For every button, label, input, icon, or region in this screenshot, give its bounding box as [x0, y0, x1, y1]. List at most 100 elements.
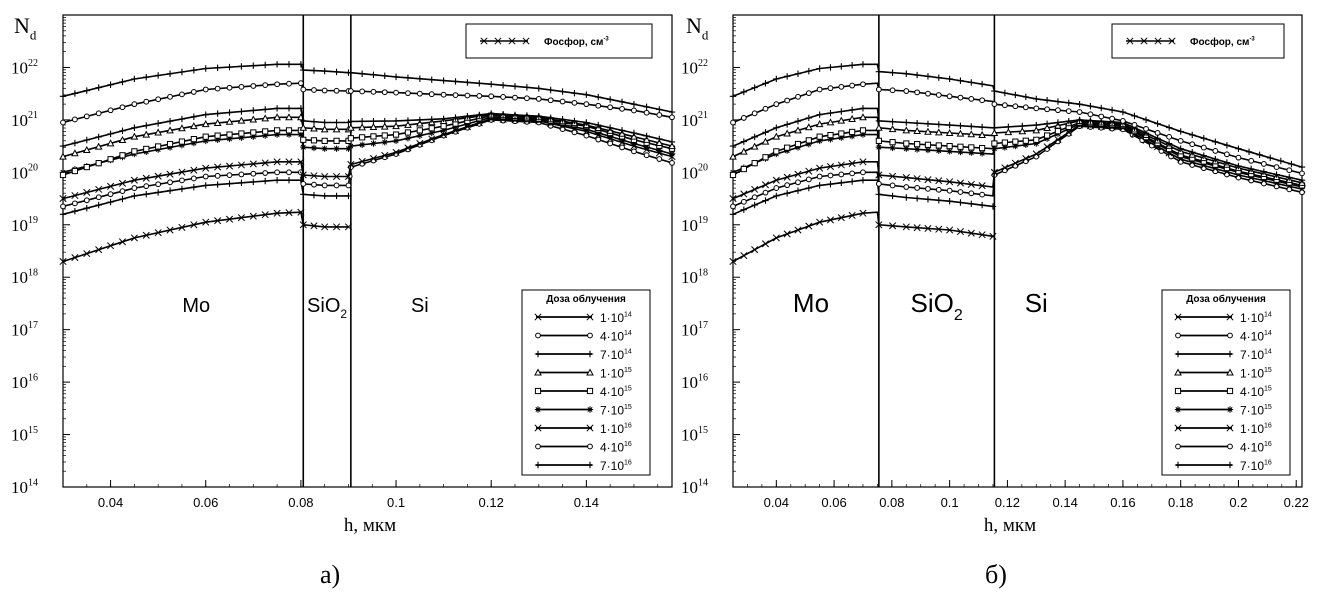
data-point: [618, 136, 626, 144]
data-point: [902, 223, 910, 231]
data-point: [875, 221, 883, 229]
data-point: [751, 194, 758, 201]
data-point: [262, 177, 269, 185]
data-point: [848, 159, 856, 167]
y-axis-label: Nd: [686, 13, 709, 43]
legend-marker: [535, 443, 541, 450]
data-point: [838, 134, 845, 141]
data-point: [978, 123, 986, 131]
data-point: [1277, 157, 1285, 165]
data-point: [656, 135, 663, 143]
data-point: [464, 113, 471, 120]
data-point: [1022, 141, 1029, 148]
data-point: [902, 174, 910, 182]
data-point: [321, 119, 328, 126]
data-point: [1098, 113, 1105, 120]
data-point: [838, 130, 845, 137]
data-point: [762, 154, 769, 161]
data-point: [1273, 171, 1280, 178]
data-point: [83, 163, 90, 171]
data-point: [1012, 91, 1019, 99]
data-point: [1087, 117, 1094, 124]
data-point: [297, 158, 305, 166]
data-point: [968, 200, 975, 207]
data-point: [978, 182, 986, 190]
data-point: [311, 87, 317, 93]
data-point: [946, 121, 953, 129]
y-tick-label: 1022: [681, 58, 708, 78]
data-point: [1043, 120, 1051, 128]
data-point: [404, 129, 412, 136]
data-point: [740, 165, 747, 173]
data-point: [202, 182, 209, 189]
x-axis-label: h, мкм: [344, 515, 396, 536]
data-point: [619, 105, 625, 112]
data-point: [827, 172, 834, 179]
data-point: [250, 83, 257, 89]
data-point: [1298, 177, 1306, 184]
data-point: [816, 65, 823, 72]
data-point: [783, 121, 791, 128]
legend-marker: [586, 406, 594, 413]
data-point: [643, 152, 650, 159]
data-point: [571, 89, 578, 97]
legend-marker: [1174, 350, 1182, 358]
data-point: [118, 135, 127, 143]
data-point: [1076, 116, 1083, 124]
data-point: [155, 143, 162, 150]
data-point: [95, 246, 103, 254]
legend-marker: [1226, 406, 1234, 413]
data-point: [347, 142, 355, 150]
data-point: [783, 73, 791, 80]
data-point: [71, 208, 79, 215]
data-point: [178, 185, 186, 193]
data-point: [739, 147, 748, 155]
data-point: [405, 90, 411, 97]
data-point: [143, 74, 150, 81]
data-point: [772, 176, 780, 184]
data-point: [957, 77, 964, 84]
data-point: [968, 96, 975, 102]
data-point: [416, 139, 424, 148]
data-point: [262, 128, 269, 135]
legend-marker: [1226, 313, 1234, 321]
x-tick-label: 0.12: [995, 495, 1020, 510]
data-point: [369, 122, 378, 130]
data-point: [1119, 108, 1127, 116]
y-tick-label: 1019: [681, 215, 708, 235]
data-point: [751, 201, 758, 209]
data-point: [1212, 148, 1219, 154]
data-point: [945, 128, 954, 136]
data-point: [946, 178, 954, 186]
data-point: [1018, 127, 1027, 135]
data-point: [859, 131, 867, 138]
data-point: [805, 184, 813, 192]
legend-marker: [1168, 37, 1176, 45]
data-point: [83, 204, 90, 212]
data-point: [82, 145, 91, 153]
data-point: [333, 137, 340, 144]
data-point: [946, 226, 954, 234]
data-point: [957, 143, 964, 150]
data-point: [190, 139, 198, 147]
data-point: [889, 172, 897, 180]
data-point: [1043, 97, 1051, 104]
data-point: [238, 179, 245, 187]
data-point: [143, 98, 150, 105]
data-point: [154, 189, 162, 196]
data-point: [1212, 155, 1219, 163]
data-point: [762, 189, 769, 196]
data-point: [202, 164, 210, 172]
data-point: [967, 229, 975, 237]
data-point: [285, 131, 293, 138]
data-point: [83, 197, 90, 204]
data-point: [214, 217, 222, 225]
data-point: [1043, 123, 1051, 132]
data-point: [860, 81, 866, 88]
data-point: [946, 148, 953, 155]
data-point: [729, 211, 737, 218]
data-point: [1065, 108, 1072, 115]
data-point: [333, 119, 340, 126]
data-point: [250, 129, 257, 136]
data-point: [178, 115, 186, 123]
